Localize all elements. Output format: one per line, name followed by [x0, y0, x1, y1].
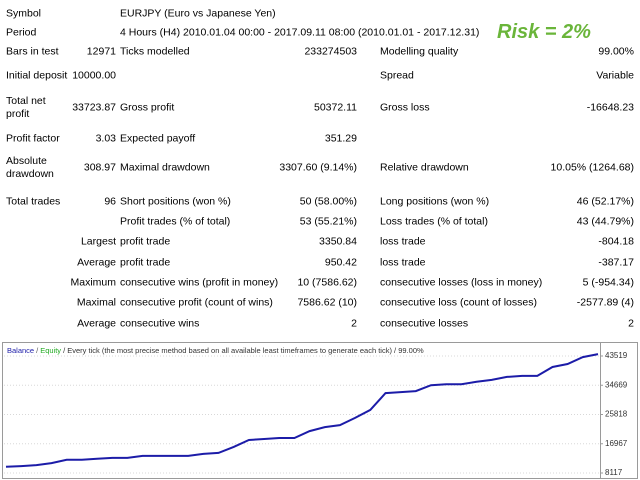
- report-value2: 233274503: [304, 45, 357, 58]
- report-label2: Expected payoff: [120, 132, 196, 145]
- balance-line: [5, 353, 599, 468]
- y-tick-label: 34669: [605, 380, 628, 389]
- y-tick-label: 8117: [605, 468, 623, 477]
- report-label: Initial deposit: [6, 69, 68, 82]
- report-value: 10000.00: [72, 69, 116, 82]
- report-prefix: Maximal: [76, 296, 116, 309]
- report-label3: Gross loss: [380, 101, 430, 114]
- report-label: Total trades: [6, 195, 61, 208]
- report-value: 33723.87: [72, 101, 116, 114]
- report-value3: 46 (52.17%): [576, 195, 634, 208]
- report-value2: 50372.11: [313, 101, 357, 114]
- balance-chart: Balance / Equity / Every tick (the most pre…: [2, 342, 638, 479]
- report-value2: 7586.62 (10): [297, 296, 357, 309]
- report-value2: 2: [351, 317, 357, 330]
- report-label: Profit factor: [6, 132, 60, 145]
- report-value3: -2577.89 (4): [576, 296, 634, 309]
- report-label3: loss trade: [380, 256, 426, 269]
- y-tick-label: 25818: [605, 410, 628, 419]
- report-value2: 50 (58.00%): [299, 195, 357, 208]
- report-value3: 43 (44.79%): [576, 215, 634, 228]
- report-value: 12971: [86, 45, 116, 58]
- report-value3: 10.05% (1264.68): [550, 161, 634, 174]
- report-value3: 2: [628, 317, 634, 330]
- report-label3: Spread: [380, 69, 414, 82]
- report-prefix: Maximum: [70, 276, 116, 289]
- report-label3: consecutive losses (loss in money): [380, 276, 543, 289]
- chart-legend: Balance / Equity / Every tick (the most pre…: [7, 346, 424, 355]
- legend-separator: /: [36, 346, 39, 355]
- legend-equity: Equity: [40, 346, 61, 355]
- report-label2: consecutive wins: [120, 317, 200, 330]
- report-value2: 10 (7586.62): [297, 276, 357, 289]
- report-value2: 351.29: [324, 132, 357, 145]
- report-label3: consecutive losses: [380, 317, 469, 330]
- report-label: Period: [6, 26, 37, 39]
- report-value3: -804.18: [598, 235, 634, 248]
- report-label3: Long positions (won %): [380, 195, 490, 208]
- report-value2: 3350.84: [319, 235, 357, 248]
- report-text: EURJPY (Euro vs Japanese Yen): [120, 7, 276, 20]
- legend-balance: Balance: [7, 346, 34, 355]
- report-label2: consecutive profit (count of wins): [120, 296, 273, 309]
- y-tick-label: 43519: [605, 351, 628, 360]
- report-prefix: Average: [77, 256, 116, 269]
- chart-frame: [2, 342, 638, 479]
- report-label: Absolute drawdown: [6, 155, 54, 180]
- report-label3: consecutive loss (count of losses): [380, 296, 537, 309]
- report-value2: 3307.60 (9.14%): [279, 161, 357, 174]
- legend-note: / Every tick (the most precise method ba…: [63, 346, 424, 355]
- report-value2: 950.42: [324, 256, 357, 269]
- report-label2: profit trade: [120, 235, 171, 248]
- report-label3: loss trade: [380, 235, 426, 248]
- report-label2: consecutive wins (profit in money): [120, 276, 279, 289]
- report-label2: Ticks modelled: [120, 45, 190, 58]
- report-label2: Gross profit: [120, 101, 175, 114]
- report-label2: Profit trades (% of total): [120, 215, 231, 228]
- report-label3: Loss trades (% of total): [380, 215, 488, 228]
- report-text: 4 Hours (H4) 2010.01.04 00:00 - 2017.09.…: [120, 26, 480, 39]
- report-label2: Short positions (won %): [120, 195, 231, 208]
- report-value: 96: [104, 195, 116, 208]
- report-value2: 53 (55.21%): [299, 215, 357, 228]
- risk-annotation: Risk = 2%: [497, 21, 591, 43]
- report-label3: Relative drawdown: [380, 161, 469, 174]
- report-label: Total net profit: [6, 95, 46, 120]
- report-label2: profit trade: [120, 256, 171, 269]
- report-value: 308.97: [83, 161, 116, 174]
- report-label2: Maximal drawdown: [120, 161, 210, 174]
- report-label3: Modelling quality: [380, 45, 459, 58]
- report-label: Bars in test: [6, 45, 59, 58]
- report-prefix: Average: [77, 317, 116, 330]
- report-value3: Variable: [596, 69, 634, 82]
- report-value3: -387.17: [598, 256, 634, 269]
- report-value3: 5 (-954.34): [582, 276, 634, 289]
- report-value3: 99.00%: [598, 45, 634, 58]
- report-label: Symbol: [6, 7, 42, 20]
- report-prefix: Largest: [80, 235, 116, 248]
- report-value: 3.03: [95, 132, 116, 145]
- report-value3: -16648.23: [586, 101, 634, 114]
- y-tick-label: 16967: [605, 439, 628, 448]
